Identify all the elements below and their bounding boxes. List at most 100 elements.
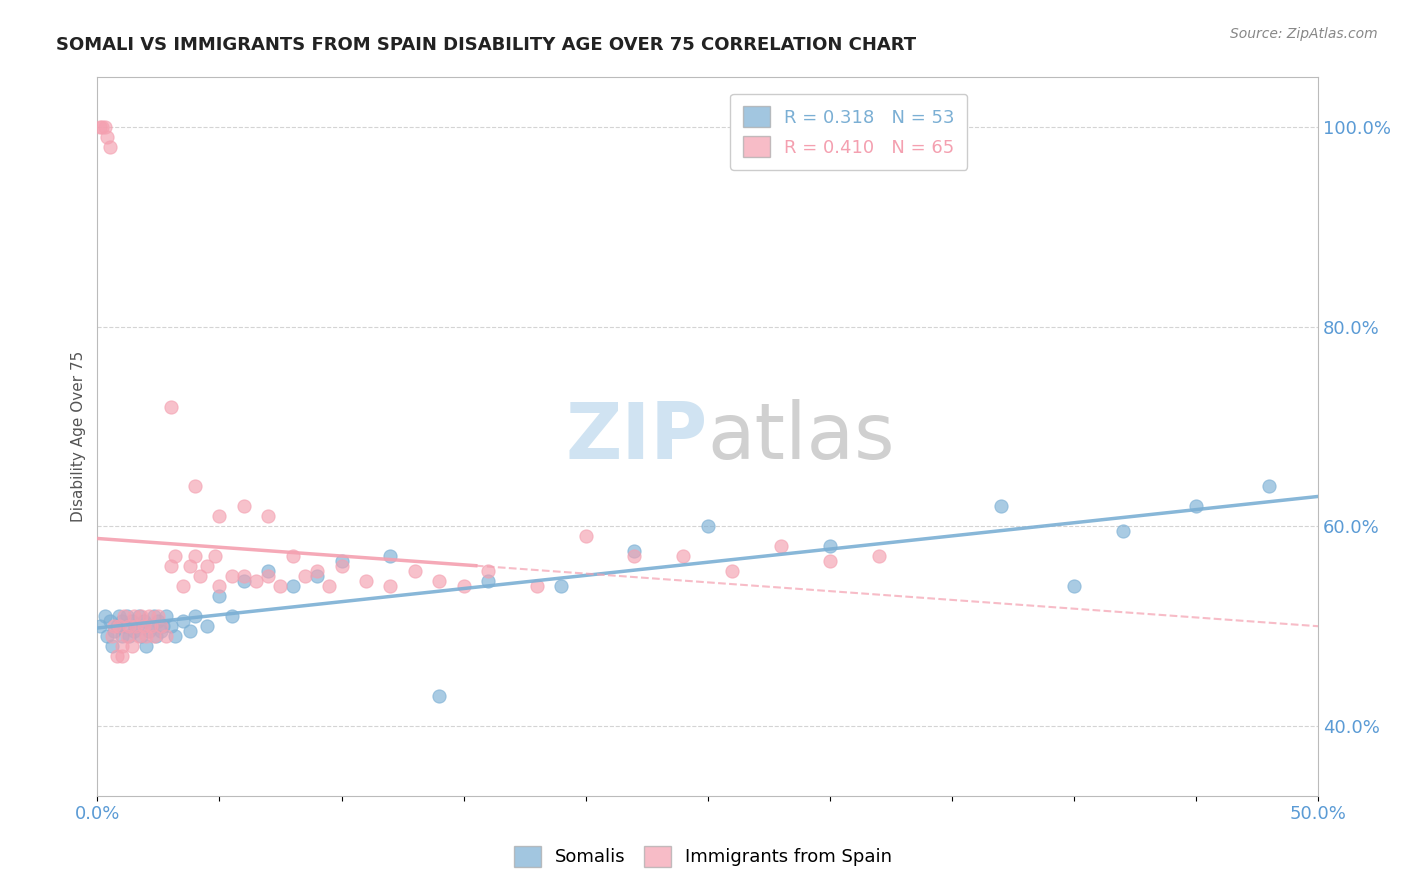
Point <box>172 579 194 593</box>
Point <box>818 554 841 568</box>
Point <box>184 609 207 624</box>
Point <box>91 120 114 135</box>
Point <box>118 629 141 643</box>
Point <box>105 649 128 664</box>
Point <box>721 564 744 578</box>
Point <box>245 574 267 589</box>
Point <box>96 629 118 643</box>
Point <box>103 624 125 639</box>
Point <box>990 500 1012 514</box>
Point <box>221 569 243 583</box>
Point <box>122 609 145 624</box>
Point <box>195 619 218 633</box>
Text: Source: ZipAtlas.com: Source: ZipAtlas.com <box>1230 27 1378 41</box>
Point <box>112 619 135 633</box>
Point <box>477 564 499 578</box>
Point <box>121 614 143 628</box>
Point <box>769 539 792 553</box>
Point <box>188 569 211 583</box>
Point <box>93 609 115 624</box>
Point <box>115 609 138 624</box>
Point <box>623 544 645 558</box>
Point <box>142 609 165 624</box>
Point <box>165 549 187 564</box>
Point <box>89 120 111 135</box>
Point <box>93 120 115 135</box>
Point <box>179 624 201 639</box>
Point <box>307 569 329 583</box>
Point <box>477 574 499 589</box>
Point <box>330 554 353 568</box>
Point <box>122 624 145 639</box>
Point <box>125 619 148 633</box>
Point <box>232 574 254 589</box>
Point <box>672 549 695 564</box>
Text: ZIP: ZIP <box>565 399 707 475</box>
Text: atlas: atlas <box>707 399 896 475</box>
Point <box>257 509 280 524</box>
Point <box>818 539 841 553</box>
Point <box>142 629 165 643</box>
Point <box>868 549 890 564</box>
Point <box>149 619 172 633</box>
Point <box>121 639 143 653</box>
Point <box>155 609 177 624</box>
Point <box>159 619 181 633</box>
Point <box>105 619 128 633</box>
Point <box>103 619 125 633</box>
Point <box>184 549 207 564</box>
Point <box>195 559 218 574</box>
Point <box>330 559 353 574</box>
Point <box>623 549 645 564</box>
Point <box>427 574 450 589</box>
Point <box>108 609 131 624</box>
Point <box>128 629 150 643</box>
Point <box>281 579 304 593</box>
Point <box>1063 579 1085 593</box>
Point <box>148 609 170 624</box>
Point <box>172 614 194 628</box>
Point <box>380 549 402 564</box>
Point <box>149 624 172 639</box>
Point <box>139 619 162 633</box>
Point <box>575 529 598 543</box>
Point <box>307 564 329 578</box>
Point <box>135 629 157 643</box>
Point <box>526 579 548 593</box>
Point <box>118 619 141 633</box>
Point <box>111 629 134 643</box>
Point <box>1185 500 1208 514</box>
Point <box>138 624 160 639</box>
Point <box>696 519 718 533</box>
Legend: R = 0.318   N = 53, R = 0.410   N = 65: R = 0.318 N = 53, R = 0.410 N = 65 <box>730 94 967 169</box>
Point <box>380 579 402 593</box>
Point <box>184 479 207 493</box>
Point <box>111 614 134 628</box>
Point <box>155 629 177 643</box>
Point <box>128 609 150 624</box>
Point <box>111 649 134 664</box>
Point <box>129 629 152 643</box>
Point <box>179 559 201 574</box>
Point <box>257 569 280 583</box>
Point <box>101 629 124 643</box>
Point <box>145 629 167 643</box>
Point <box>101 639 124 653</box>
Point <box>232 569 254 583</box>
Point <box>132 614 155 628</box>
Point <box>318 579 340 593</box>
Point <box>269 579 291 593</box>
Point <box>281 549 304 564</box>
Point <box>125 619 148 633</box>
Point <box>159 400 181 414</box>
Point <box>294 569 316 583</box>
Point <box>98 614 121 628</box>
Point <box>138 609 160 624</box>
Point <box>208 589 231 603</box>
Point <box>550 579 572 593</box>
Point <box>96 130 118 145</box>
Point <box>354 574 377 589</box>
Point <box>152 619 174 633</box>
Point <box>132 619 155 633</box>
Point <box>165 629 187 643</box>
